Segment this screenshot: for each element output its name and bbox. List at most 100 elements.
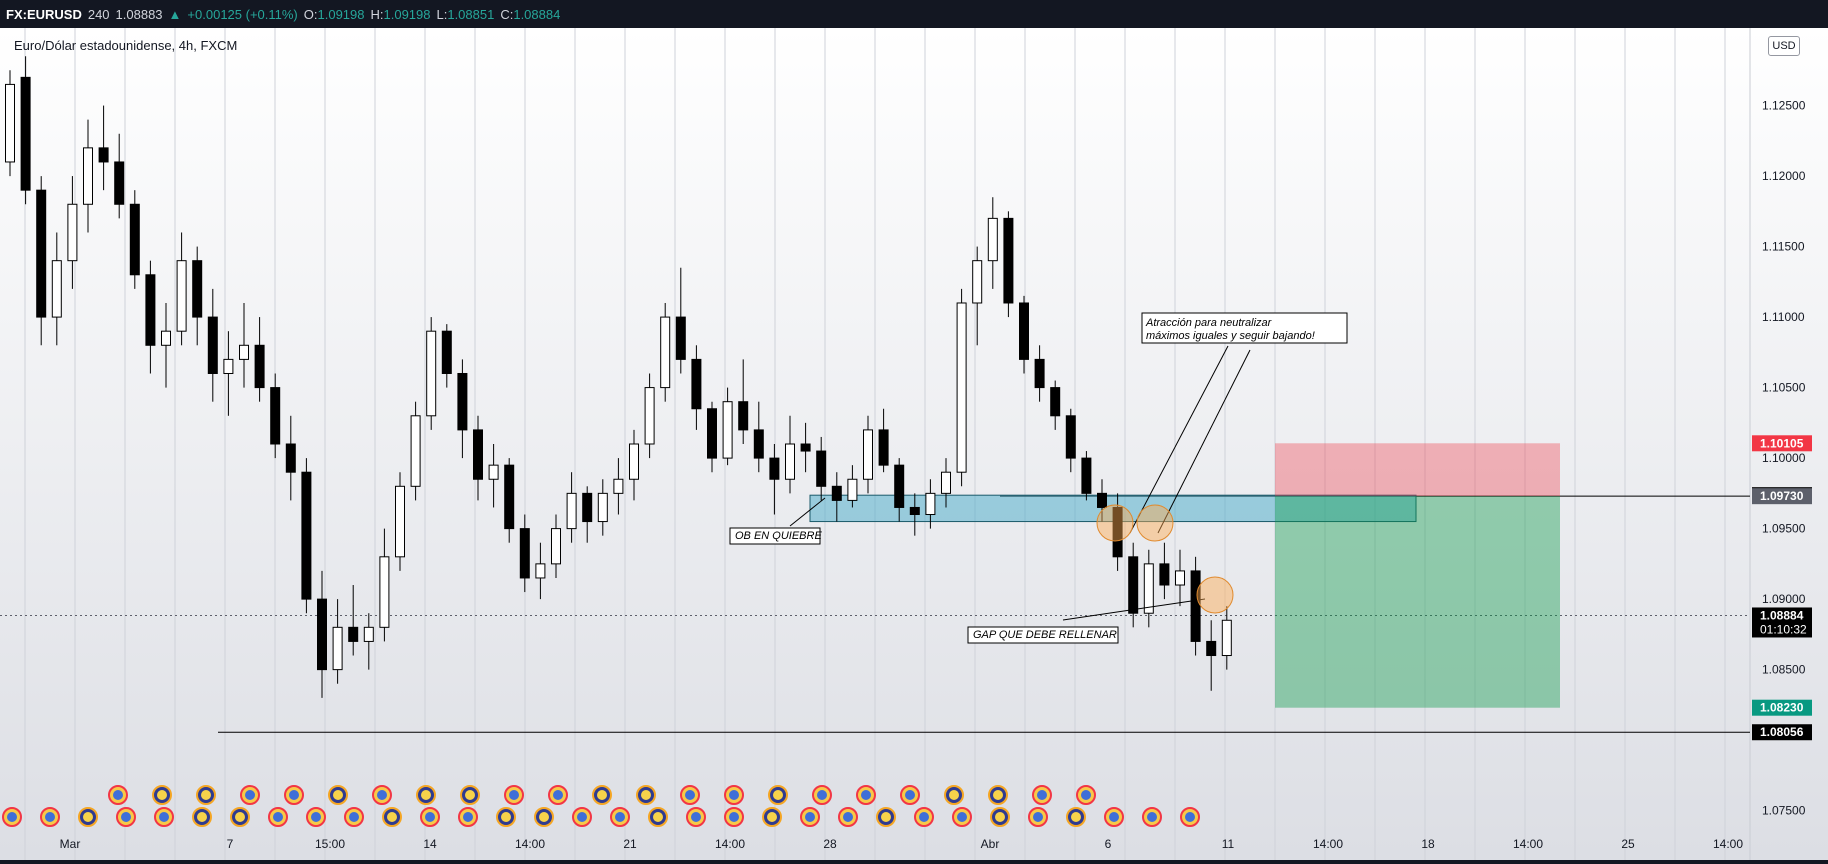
stop-loss-zone xyxy=(1275,443,1560,497)
price-tick-label: 1.10500 xyxy=(1762,381,1806,395)
event-icon-core xyxy=(235,812,245,822)
event-icon-core xyxy=(421,790,431,800)
event-icon-core xyxy=(539,812,549,822)
candle-down xyxy=(145,274,156,346)
event-icon-core xyxy=(1033,812,1043,822)
event-icon-core xyxy=(1185,812,1195,822)
candle-up xyxy=(176,260,187,332)
candle-down xyxy=(441,330,452,374)
event-markers[interactable] xyxy=(2,785,1200,827)
time-tick-label: 14:00 xyxy=(715,837,745,851)
candle-up xyxy=(972,260,983,304)
candle-up xyxy=(722,401,733,459)
candle-up xyxy=(566,492,577,530)
price-change: +0.00125 (+0.11%) xyxy=(187,6,298,22)
event-icon-core xyxy=(805,812,815,822)
price-tick-label: 1.11000 xyxy=(1762,310,1805,324)
time-tick-label: 14:00 xyxy=(1713,837,1743,851)
candle-up xyxy=(956,302,967,473)
price-tick-label: 1.07500 xyxy=(1762,804,1806,818)
event-icon-core xyxy=(905,790,915,800)
event-icon-core xyxy=(1147,812,1157,822)
annotations: OB EN QUIEBRE GAP QUE DEBE RELLENAR Atracc… xyxy=(729,312,1348,644)
event-icon-core xyxy=(691,812,701,822)
ob-arrow xyxy=(789,497,826,527)
price-label-text: 1.08230 xyxy=(1760,701,1804,715)
event-icon-core xyxy=(919,812,929,822)
candle-up xyxy=(1175,570,1185,586)
candle-down xyxy=(909,506,920,516)
time-tick-label: 11 xyxy=(1222,837,1235,851)
candle-down xyxy=(254,344,265,389)
candle-down xyxy=(270,387,281,445)
time-tick-label: 25 xyxy=(1621,837,1635,851)
event-icon-core xyxy=(45,812,55,822)
chart-title: Euro/Dólar estadounidense, 4h, FXCM xyxy=(14,38,238,53)
highlight-circle xyxy=(1196,576,1234,614)
attraction-label-line2: máximos iguales y seguir bajando! xyxy=(1146,330,1315,342)
currency-badge[interactable]: USD xyxy=(1768,36,1800,56)
symbol-name[interactable]: FX:EURUSD xyxy=(6,6,82,22)
candle-up xyxy=(535,563,546,579)
highlight-circle xyxy=(1096,504,1134,542)
open-label: O: xyxy=(303,6,318,22)
candle-up xyxy=(488,464,499,480)
event-icon-core xyxy=(767,812,777,822)
candle-down xyxy=(519,528,530,579)
candle-down xyxy=(98,147,109,163)
candle-down xyxy=(1097,492,1107,508)
candle-down xyxy=(800,443,811,452)
candle-down xyxy=(192,260,203,318)
time-tick-label: 14:00 xyxy=(1313,837,1343,851)
gap-arrow xyxy=(1062,598,1206,621)
event-icon-core xyxy=(597,790,607,800)
interval[interactable]: 240 xyxy=(87,6,110,22)
candle-down xyxy=(1003,217,1014,304)
candle-down xyxy=(504,464,515,530)
candle-down xyxy=(1019,302,1029,360)
time-axis[interactable]: Mar 7 15:00 14 14:00 21 14:00 28 Abr 6 11 14:00 18 14… xyxy=(0,837,1828,864)
close-label: C: xyxy=(500,6,514,22)
price-tick-label: 1.09000 xyxy=(1762,592,1806,606)
event-icon-core xyxy=(501,812,511,822)
symbol-info-bar: FX:EURUSD 240 1.08883 ▲ +0.00125 (+0.11%) … xyxy=(0,0,1828,28)
event-icon-core xyxy=(377,790,387,800)
candle-down xyxy=(831,485,842,501)
price-tick-label: 1.11500 xyxy=(1762,240,1805,254)
candle-down xyxy=(1065,415,1076,459)
candle-up xyxy=(395,485,405,558)
candle-up xyxy=(223,358,234,374)
price-axis[interactable]: 1.12500 1.12000 1.11500 1.11000 1.10500 1.100… xyxy=(1752,99,1812,818)
candle-up xyxy=(941,471,951,494)
candle-down xyxy=(114,161,125,205)
time-tick-label: 6 xyxy=(1105,837,1112,851)
time-axis-edge xyxy=(0,860,1828,864)
candle-down xyxy=(1128,556,1139,614)
countdown-text: 01:10:32 xyxy=(1760,622,1807,636)
chart-background xyxy=(0,28,1828,860)
event-icon-core xyxy=(7,812,17,822)
candle-down xyxy=(769,457,780,480)
candle-up xyxy=(1143,563,1154,614)
event-icon-core xyxy=(311,812,321,822)
candle-up xyxy=(363,626,374,642)
price-tick-label: 1.12000 xyxy=(1762,169,1806,183)
candle-up xyxy=(629,443,639,480)
gap-label-box xyxy=(967,626,1119,644)
candle-up xyxy=(239,344,249,360)
event-icon-core xyxy=(577,812,587,822)
event-icon-core xyxy=(843,812,853,822)
price-label-tag xyxy=(1752,607,1812,638)
price-chart[interactable]: OB EN QUIEBRE GAP QUE DEBE RELLENAR Atracc… xyxy=(0,28,1828,864)
high-label: H: xyxy=(370,6,384,22)
event-icon-core xyxy=(113,790,123,800)
candle-up xyxy=(83,147,93,205)
price-label-text: 1.08884 xyxy=(1760,608,1804,622)
candle-up xyxy=(379,556,390,628)
candle-down xyxy=(285,443,296,473)
time-tick-label: 28 xyxy=(823,837,837,851)
price-label-tag xyxy=(1752,724,1812,741)
event-icon-core xyxy=(157,790,167,800)
candle-down xyxy=(738,401,749,431)
